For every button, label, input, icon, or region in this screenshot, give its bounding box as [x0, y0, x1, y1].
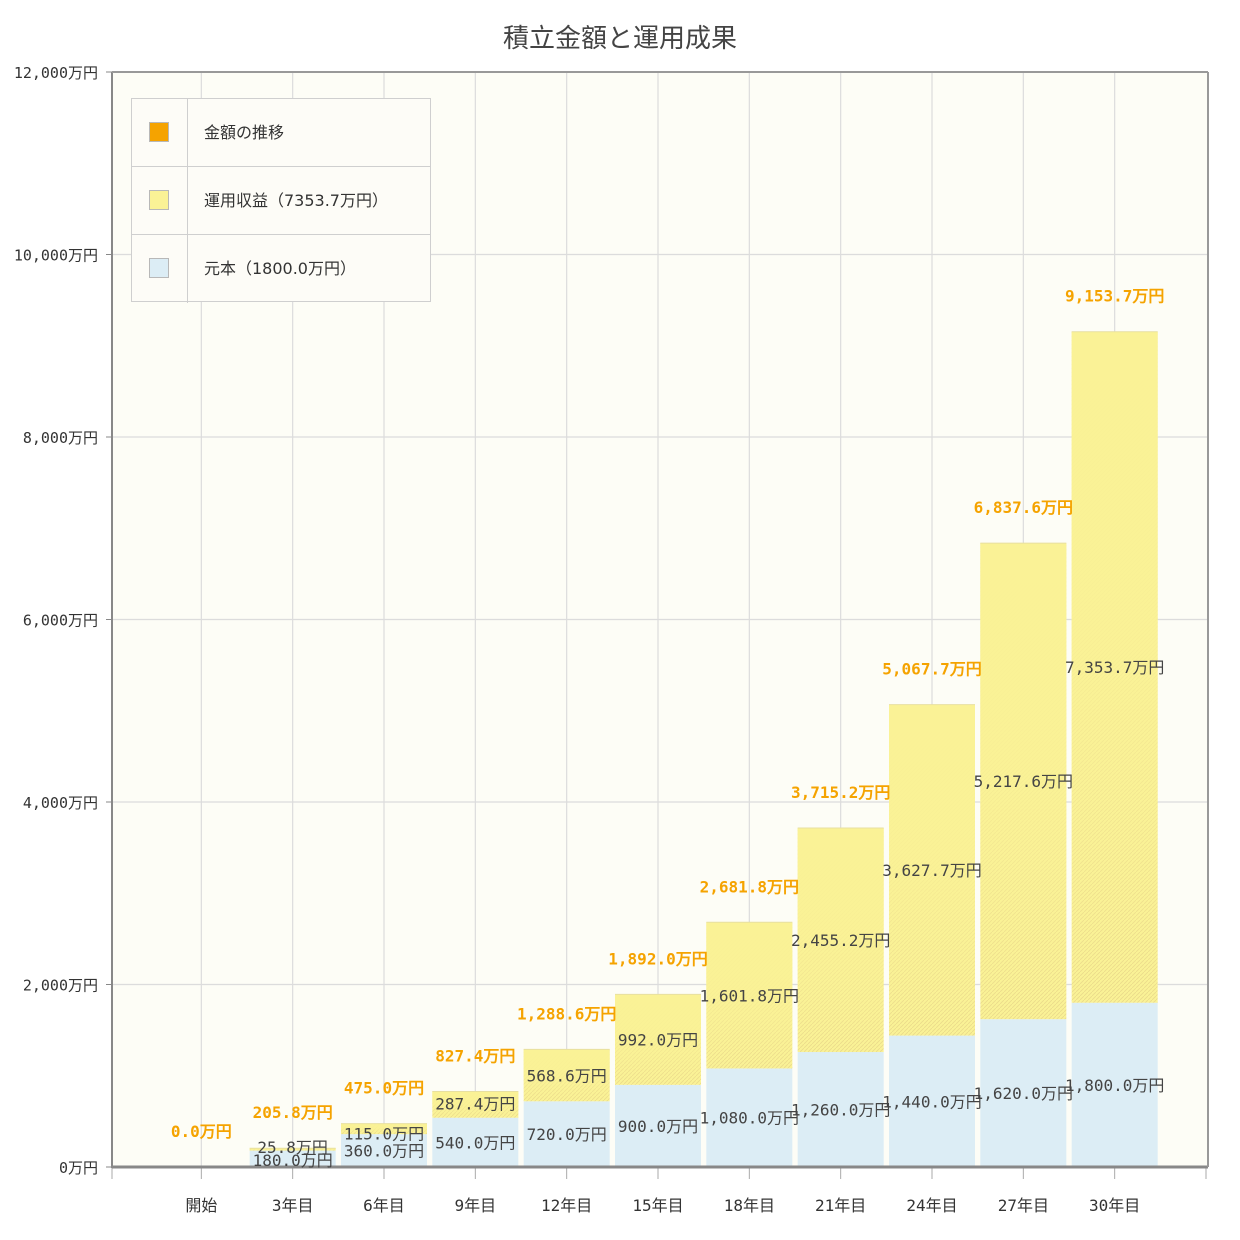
total-label: 0.0万円: [171, 1122, 232, 1141]
principal-bar: [432, 1117, 519, 1167]
x-tick-label: 27年目: [998, 1196, 1049, 1215]
returns-label: 287.4万円: [435, 1094, 515, 1113]
x-tick-label: 24年目: [906, 1196, 957, 1215]
y-tick-label: 12,000万円: [14, 64, 98, 82]
total-label: 2,681.8万円: [700, 877, 799, 896]
returns-label: 7,353.7万円: [1065, 658, 1164, 677]
x-tick-label: 3年目: [272, 1196, 314, 1215]
total-label: 5,067.7万円: [882, 660, 981, 679]
returns-label: 1,601.8万円: [700, 986, 799, 1005]
principal-label: 540.0万円: [435, 1133, 515, 1152]
x-tick-label: 開始: [185, 1196, 217, 1215]
legend: 金額の推移 運用収益（7353.7万円） 元本（1800.0万円）: [131, 98, 431, 303]
total-label: 3,715.2万円: [791, 783, 890, 802]
principal-label: 1,620.0万円: [974, 1084, 1073, 1103]
principal-bar: [797, 1052, 884, 1167]
principal-label: 1,800.0万円: [1065, 1076, 1164, 1095]
legend-swatch-cell: [132, 235, 188, 303]
returns-label: 5,217.6万円: [974, 772, 1073, 791]
returns-bar-highlight: [249, 1148, 336, 1151]
total-label: 6,837.6万円: [974, 498, 1073, 517]
y-tick-label: 4,000万円: [23, 794, 98, 812]
legend-swatch-principal: [149, 258, 169, 278]
returns-bar-highlight: [706, 922, 793, 1069]
returns-label: 3,627.7万円: [882, 861, 981, 880]
total-label: 1,288.6万円: [517, 1004, 616, 1023]
legend-item-principal[interactable]: 元本（1800.0万円）: [132, 235, 430, 303]
principal-bar: [249, 1150, 336, 1167]
returns-bar-highlight: [341, 1123, 427, 1135]
returns-label: 115.0万円: [344, 1125, 424, 1144]
returns-bar-highlight: [1071, 331, 1158, 1003]
returns-label: 2,455.2万円: [791, 931, 890, 950]
x-tick-label: 30年目: [1089, 1196, 1140, 1215]
y-tick-label: 8,000万円: [23, 429, 98, 447]
principal-bar: [889, 1035, 975, 1167]
total-label: 1,892.0万円: [608, 949, 707, 968]
y-tick-label: 10,000万円: [14, 247, 98, 265]
principal-bar: [1071, 1002, 1158, 1167]
principal-label: 900.0万円: [618, 1117, 698, 1136]
legend-label-principal: 元本（1800.0万円）: [204, 259, 356, 278]
chart-title: 積立金額と運用成果: [502, 24, 737, 54]
principal-label: 360.0万円: [344, 1142, 424, 1161]
returns-bar-highlight: [980, 543, 1067, 1020]
x-tick-label: 21年目: [815, 1196, 866, 1215]
legend-swatch-returns: [149, 190, 169, 210]
returns-bar-highlight: [797, 827, 884, 1053]
principal-bar: [615, 1084, 701, 1167]
y-tick-label: 0万円: [59, 1159, 98, 1177]
principal-label: 1,440.0万円: [882, 1092, 981, 1111]
principal-bar: [980, 1019, 1067, 1167]
principal-bar: [341, 1134, 427, 1167]
returns-bar-highlight: [615, 994, 701, 1085]
returns-bar-highlight: [889, 704, 975, 1036]
y-tick-label: 2,000万円: [23, 977, 98, 995]
x-tick-label: 18年目: [724, 1196, 775, 1215]
returns-label: 992.0万円: [618, 1031, 698, 1050]
legend-item-trend[interactable]: 金額の推移: [132, 99, 430, 167]
returns-bar-highlight: [523, 1049, 610, 1102]
legend-label-returns: 運用収益（7353.7万円）: [204, 191, 388, 210]
legend-swatch-cell: [132, 99, 188, 166]
principal-label: 180.0万円: [253, 1151, 333, 1170]
legend-item-returns[interactable]: 運用収益（7353.7万円）: [132, 167, 430, 235]
principal-label: 1,080.0万円: [700, 1109, 799, 1128]
returns-bar-highlight: [432, 1091, 519, 1118]
legend-swatch-cell: [132, 167, 188, 234]
total-label: 475.0万円: [344, 1079, 424, 1098]
principal-bar: [523, 1101, 610, 1167]
total-label: 9,153.7万円: [1065, 287, 1164, 306]
x-tick-label: 12年目: [541, 1196, 592, 1215]
x-tick-label: 15年目: [632, 1196, 683, 1215]
y-tick-label: 6,000万円: [23, 612, 98, 630]
x-tick-label: 6年目: [363, 1196, 405, 1215]
returns-label: 568.6万円: [527, 1066, 607, 1085]
legend-label-trend: 金額の推移: [204, 123, 285, 142]
legend-swatch-trend: [149, 122, 169, 142]
total-label: 827.4万円: [435, 1046, 515, 1065]
total-label: 205.8万円: [253, 1103, 333, 1122]
principal-label: 1,260.0万円: [791, 1101, 890, 1120]
returns-label: 25.8万円: [257, 1138, 328, 1157]
principal-bar: [706, 1068, 793, 1167]
principal-label: 720.0万円: [527, 1125, 607, 1144]
x-tick-label: 9年目: [455, 1196, 497, 1215]
